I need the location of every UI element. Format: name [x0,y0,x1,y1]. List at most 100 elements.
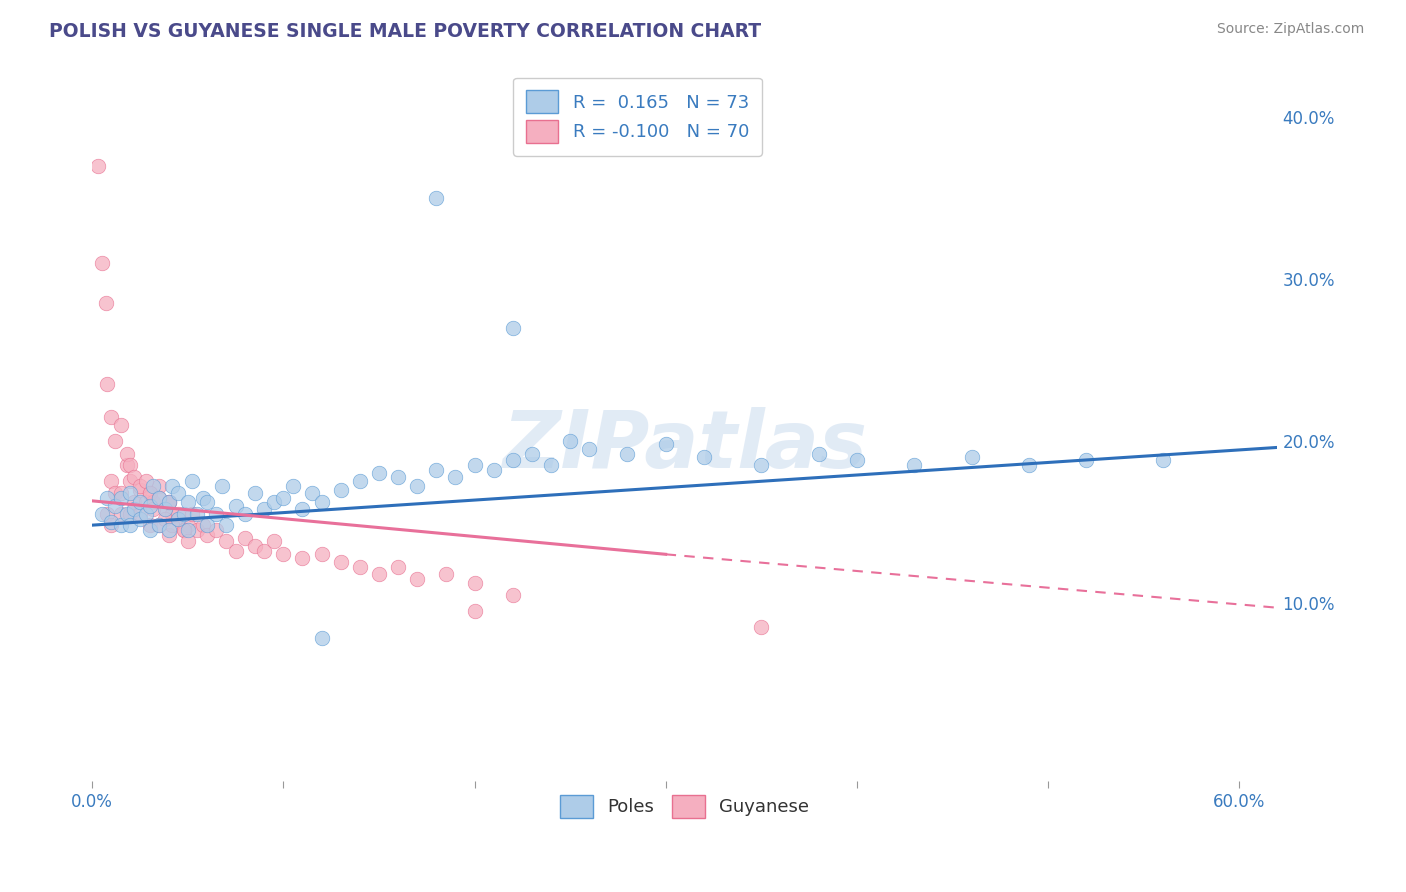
Point [180,475,202,489]
Point [120,507,142,521]
Point [520,447,543,461]
Point [100,475,122,489]
Point [120,518,142,533]
Point [225,544,247,558]
Point [167,507,190,521]
Point [463,576,485,591]
Point [138,523,160,537]
Point [110,491,132,505]
Point [162,507,184,521]
Text: ZIPatlas: ZIPatlas [502,407,868,485]
Point [148,518,170,533]
Point [191,491,214,505]
Point [434,566,457,581]
Point [162,518,184,533]
Point [463,458,485,473]
Point [180,507,202,521]
Point [349,560,371,574]
Text: POLISH VS GUYANESE SINGLE MALE POVERTY CORRELATION CHART: POLISH VS GUYANESE SINGLE MALE POVERTY C… [49,22,761,41]
Point [749,458,772,473]
Point [749,620,772,634]
Point [311,495,333,509]
Point [157,528,180,542]
Point [177,518,200,533]
Point [845,453,868,467]
Point [243,539,266,553]
Point [387,560,409,574]
Point [90,507,112,521]
Point [195,518,218,533]
Point [960,450,983,464]
Point [273,491,295,505]
Point [157,495,180,509]
Point [903,458,925,473]
Point [173,523,195,537]
Point [263,534,285,549]
Point [120,458,142,473]
Point [110,518,132,533]
Point [253,502,276,516]
Point [177,523,200,537]
Point [153,502,176,516]
Point [153,511,176,525]
Point [195,528,218,542]
Point [253,544,276,558]
Point [115,507,138,521]
Point [153,502,176,516]
Point [425,191,447,205]
Point [96,507,118,521]
Point [104,499,127,513]
Point [329,483,352,497]
Point [104,485,127,500]
Point [110,417,132,432]
Point [211,479,233,493]
Point [807,447,830,461]
Point [311,547,333,561]
Point [616,447,638,461]
Point [157,523,180,537]
Point [263,495,285,509]
Point [162,479,184,493]
Legend: Poles, Guyanese: Poles, Guyanese [553,788,817,825]
Point [115,447,138,461]
Point [148,479,170,493]
Point [142,479,165,493]
Point [135,495,157,509]
Point [167,511,190,525]
Point [693,450,716,464]
Point [233,531,256,545]
Point [122,469,145,483]
Point [90,256,112,270]
Point [425,463,447,477]
Point [186,507,208,521]
Point [654,437,676,451]
Point [138,485,160,500]
Point [100,409,122,424]
Point [273,547,295,561]
Point [444,469,467,483]
Point [173,523,195,537]
Point [100,518,122,533]
Point [281,479,304,493]
Point [1152,453,1174,467]
Point [406,572,429,586]
Point [291,502,314,516]
Point [186,523,208,537]
Point [233,507,256,521]
Point [463,604,485,618]
Point [94,296,117,310]
Point [110,507,132,521]
Point [243,485,266,500]
Point [142,502,165,516]
Point [100,515,122,529]
Point [129,511,152,525]
Point [120,485,142,500]
Point [177,534,200,549]
Point [1076,453,1098,467]
Point [225,499,247,513]
Point [349,475,371,489]
Point [482,463,505,477]
Point [104,434,127,448]
Point [120,475,142,489]
Point [142,495,165,509]
